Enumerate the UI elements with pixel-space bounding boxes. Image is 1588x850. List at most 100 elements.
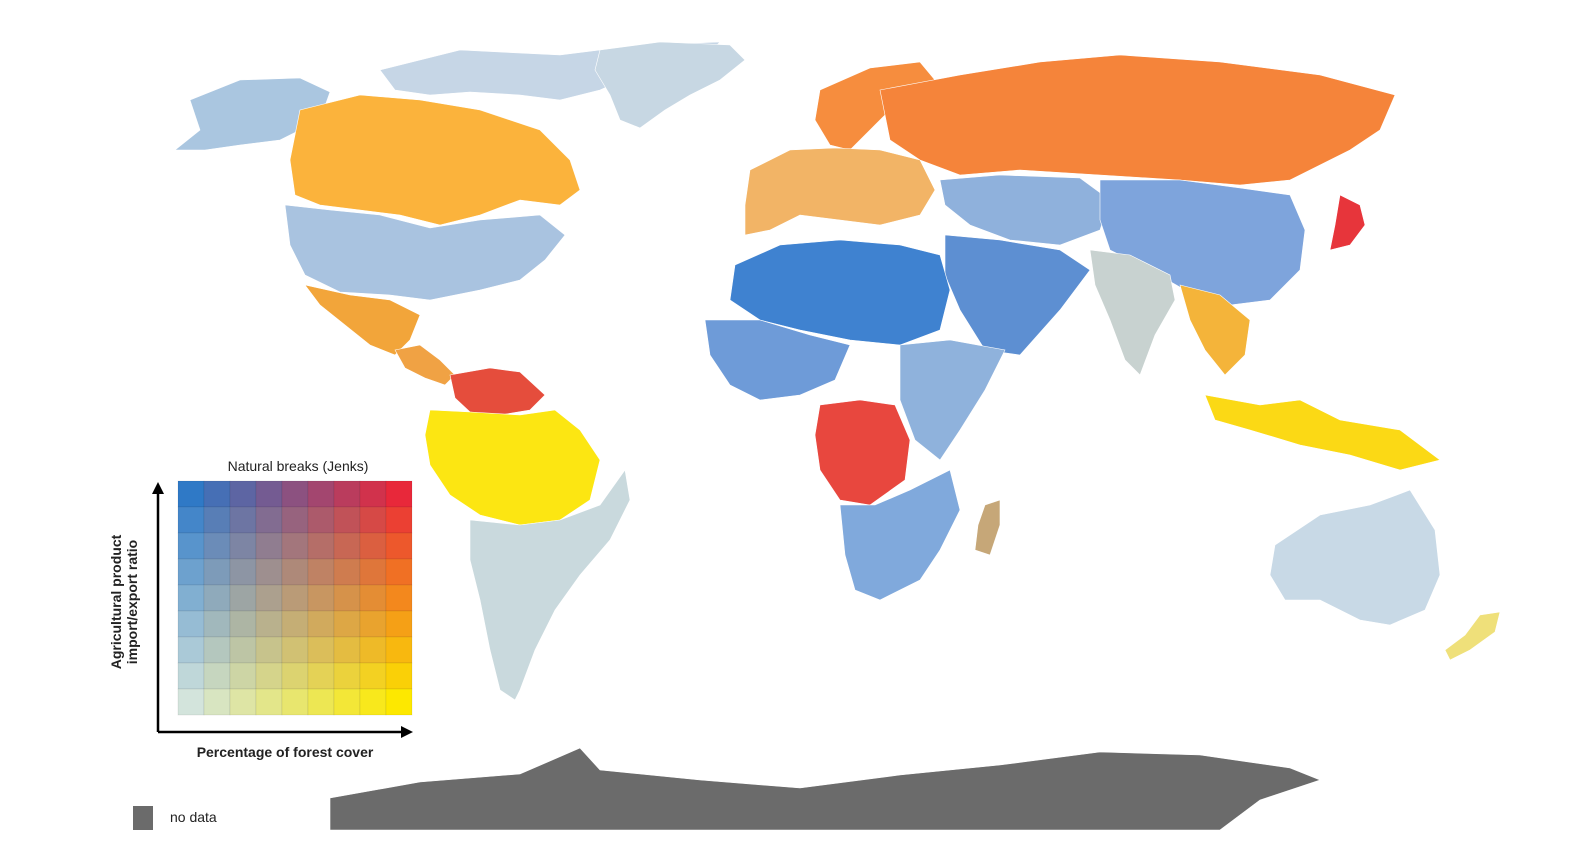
legend-cell: [229, 584, 257, 612]
legend-cell: [281, 480, 309, 508]
legend-cell: [281, 662, 309, 690]
legend-cell: [177, 584, 205, 612]
legend-cell: [255, 584, 283, 612]
legend-cell: [385, 532, 413, 560]
legend-cell: [177, 610, 205, 638]
legend-cell: [359, 610, 387, 638]
legend-cell: [281, 584, 309, 612]
legend-cell: [229, 662, 257, 690]
legend-cell: [203, 610, 231, 638]
legend-cell: [229, 558, 257, 586]
region-greenland: [594, 41, 746, 129]
legend-x-axis-title: Percentage of forest cover: [196, 744, 374, 760]
region-southeast-asia: [1179, 284, 1251, 376]
region-japan: [1329, 194, 1366, 251]
legend-cell: [385, 636, 413, 664]
region-amazon: [424, 409, 601, 526]
legend-cell: [359, 558, 387, 586]
legend-cell: [385, 558, 413, 586]
legend-cell: [307, 480, 335, 508]
legend-cell: [359, 506, 387, 534]
legend-cell: [333, 532, 361, 560]
legend-cell: [203, 688, 231, 716]
legend-cell: [307, 662, 335, 690]
legend-cell: [255, 688, 283, 716]
legend-cell: [255, 480, 283, 508]
legend-cell: [281, 688, 309, 716]
legend-cell: [307, 532, 335, 560]
legend-cell: [385, 506, 413, 534]
legend-cell: [333, 506, 361, 534]
region-south-america-south: [469, 469, 631, 701]
region-russia: [879, 54, 1396, 186]
legend-cell: [307, 610, 335, 638]
legend-cell: [177, 480, 205, 508]
legend-cell: [255, 610, 283, 638]
legend-grid: [177, 480, 413, 716]
no-data-swatch: [133, 806, 153, 830]
legend-cell: [177, 506, 205, 534]
legend-cell: [203, 636, 231, 664]
region-west-africa: [704, 319, 851, 401]
legend-cell: [333, 480, 361, 508]
legend-cell: [255, 662, 283, 690]
region-central-africa: [814, 399, 911, 506]
legend-cell: [229, 636, 257, 664]
legend-cell: [359, 688, 387, 716]
legend-cell: [177, 688, 205, 716]
legend-cell: [203, 584, 231, 612]
legend-cell: [359, 480, 387, 508]
legend-cell: [359, 636, 387, 664]
legend-cell: [385, 610, 413, 638]
legend-cell: [203, 532, 231, 560]
legend-cell: [229, 506, 257, 534]
legend-cell: [203, 480, 231, 508]
legend-cell: [307, 688, 335, 716]
region-canada: [289, 94, 581, 226]
legend-cell: [229, 688, 257, 716]
region-new-zealand: [1444, 611, 1501, 661]
legend-cell: [333, 688, 361, 716]
legend-cell: [177, 636, 205, 664]
legend-cell: [385, 584, 413, 612]
legend-cell: [385, 480, 413, 508]
region-central-america: [394, 344, 456, 386]
legend-cell: [281, 636, 309, 664]
legend-title: Natural breaks (Jenks): [227, 458, 369, 474]
region-alaska: [174, 77, 331, 151]
region-antarctica: [329, 747, 1321, 831]
region-middle-east: [944, 234, 1091, 356]
region-east-africa: [899, 339, 1006, 461]
legend-cell: [333, 636, 361, 664]
legend-cell: [333, 584, 361, 612]
legend-cell: [281, 532, 309, 560]
region-mexico: [304, 284, 421, 356]
legend-cell: [255, 558, 283, 586]
legend-cell: [359, 662, 387, 690]
region-madagascar: [974, 499, 1001, 556]
region-china: [1099, 179, 1306, 306]
legend-cell: [203, 662, 231, 690]
legend-y-axis-arrowhead: [152, 482, 164, 494]
region-southern-africa: [839, 469, 961, 601]
legend-x-axis-arrowhead: [401, 726, 413, 738]
legend-cell: [333, 662, 361, 690]
legend-cell: [229, 480, 257, 508]
legend-y-axis-label-line2: import/export ratio: [124, 539, 140, 665]
region-central-asia: [939, 174, 1111, 246]
legend-cell: [385, 688, 413, 716]
legend-y-axis-title: Agricultural product import/export ratio: [104, 492, 144, 712]
legend-cell: [177, 662, 205, 690]
legend-cell: [333, 558, 361, 586]
legend-cell: [255, 506, 283, 534]
legend-cell: [281, 610, 309, 638]
legend-cell: [307, 506, 335, 534]
legend-cell: [203, 506, 231, 534]
legend-cell: [359, 584, 387, 612]
region-europe: [744, 147, 936, 236]
legend-cell: [333, 610, 361, 638]
legend-cell: [307, 584, 335, 612]
region-indonesia: [1204, 394, 1441, 471]
legend-cell: [255, 636, 283, 664]
legend-cell: [359, 532, 387, 560]
